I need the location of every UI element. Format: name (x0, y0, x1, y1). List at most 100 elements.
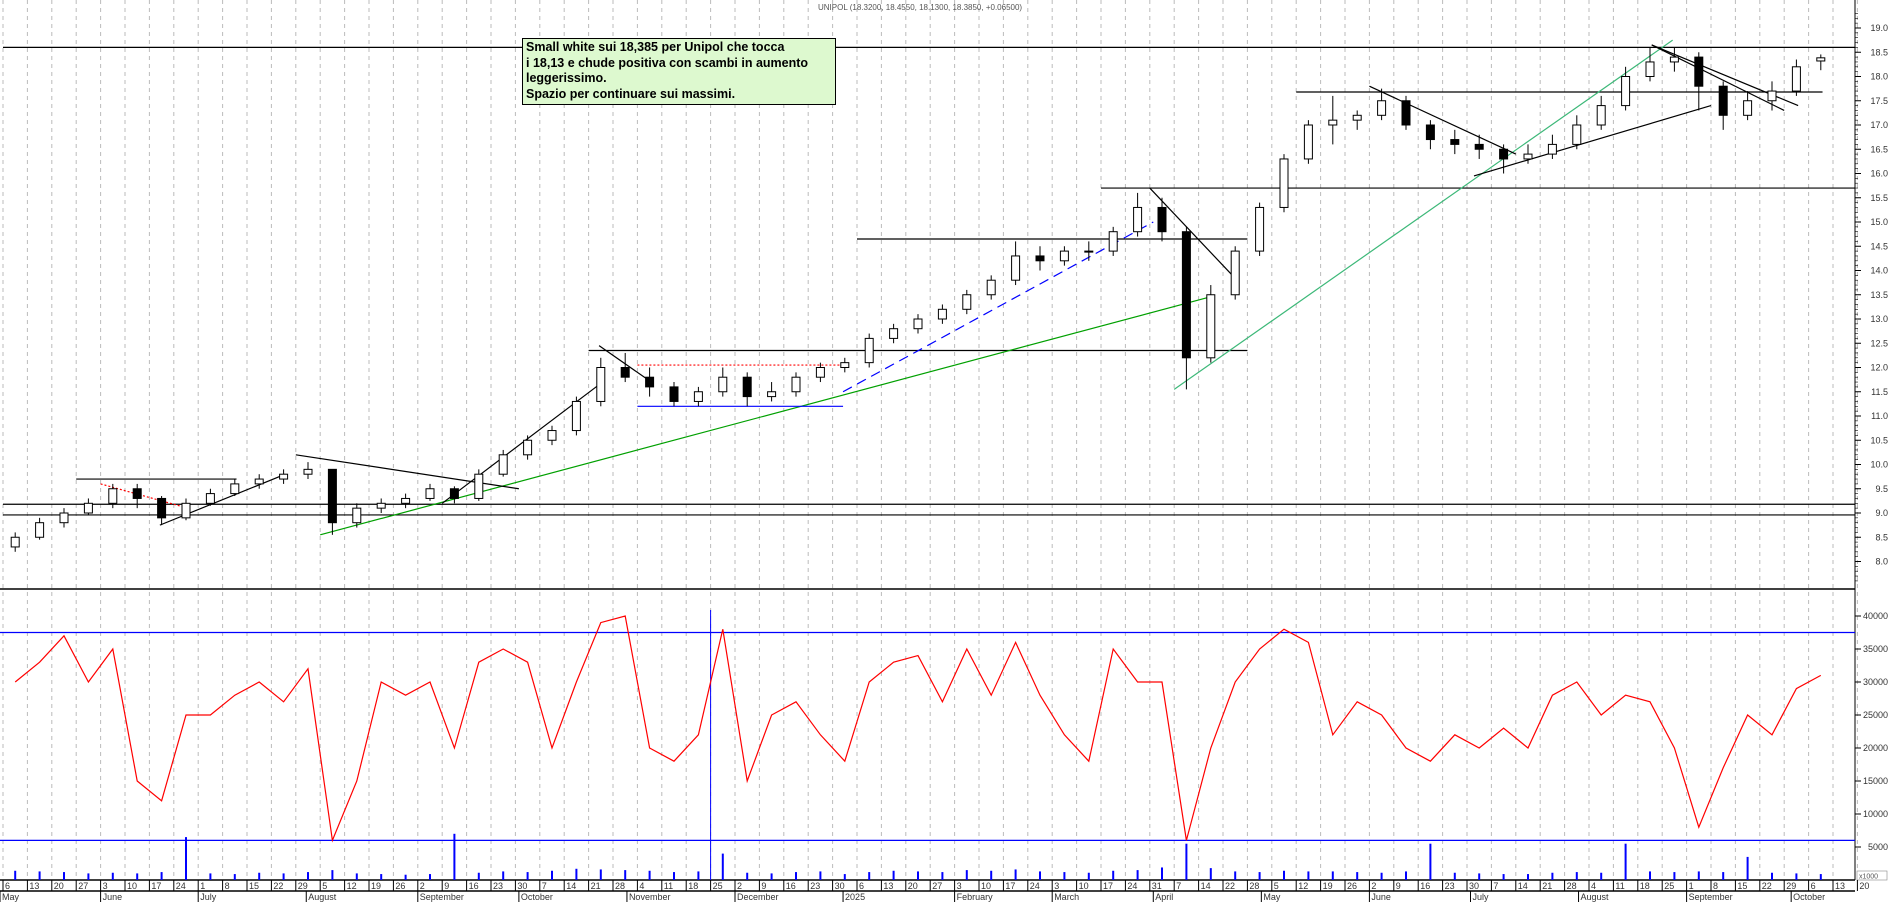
date-tick-label: 27 (78, 881, 88, 891)
candle-down (1450, 139, 1460, 145)
date-tick-label: 28 (1249, 881, 1259, 891)
candle-up (205, 493, 215, 504)
candle-up (1206, 294, 1216, 359)
date-tick-label: 15 (249, 881, 259, 891)
lower-tick-label: 25000 (1863, 710, 1888, 720)
price-tick-label: 8.0 (1875, 557, 1888, 567)
lower-tick-label: 40000 (1863, 611, 1888, 621)
date-tick-label: 23 (493, 881, 503, 891)
lower-tick-label: 35000 (1863, 644, 1888, 654)
date-tick-label: 12 (347, 881, 357, 891)
candle-up (718, 376, 728, 393)
price-tick-label: 15.0 (1870, 217, 1888, 227)
date-tick-label: 22 (1762, 881, 1772, 891)
candle-up (962, 294, 972, 310)
lower-tick-label: 15000 (1863, 776, 1888, 786)
date-tick-label: 13 (29, 881, 39, 891)
candle-up (498, 454, 508, 475)
date-tick-label: 12 (1298, 881, 1308, 891)
candle-down (1694, 56, 1704, 87)
date-tick-label: 29 (298, 881, 308, 891)
candle-up (1108, 231, 1118, 252)
price-tick-label: 17.5 (1870, 96, 1888, 106)
candle-up (840, 362, 850, 368)
date-tick-label: 17 (1005, 881, 1015, 891)
date-tick-label: 22 (1225, 881, 1235, 891)
price-tick-label: 10.0 (1870, 460, 1888, 470)
oscillator-line (14, 615, 1822, 843)
month-label: February (957, 892, 994, 902)
date-tick-label: 16 (786, 881, 796, 891)
date-tick-label: 25 (1664, 881, 1674, 891)
unit-label: x1000 (1859, 874, 1878, 881)
date-tick-label: 27 (932, 881, 942, 891)
candle-up (474, 473, 484, 499)
candle-up (767, 391, 777, 398)
candle-up (1011, 255, 1021, 281)
date-tick-label: 4 (1591, 881, 1596, 891)
date-tick-label: 24 (1127, 881, 1137, 891)
date-tick-label: 6 (5, 881, 10, 891)
date-tick-label: 23 (810, 881, 820, 891)
month-label: October (1793, 892, 1825, 902)
date-tick-label: 20 (1859, 881, 1869, 891)
trend-line (1473, 105, 1712, 177)
price-tick-label: 10.5 (1870, 435, 1888, 445)
candle-up (1596, 105, 1606, 126)
date-tick-label: 9 (761, 881, 766, 891)
date-tick-label: 7 (1176, 881, 1181, 891)
price-tick-label: 16.0 (1870, 169, 1888, 179)
date-tick-label: 11 (664, 881, 673, 891)
date-tick-label: 3 (957, 881, 962, 891)
month-label: August (1581, 892, 1610, 902)
candle-up (1328, 119, 1338, 126)
trend-line (159, 473, 286, 526)
trend-line (1651, 44, 1785, 111)
candle-up (303, 468, 313, 475)
date-tick-label: 21 (591, 881, 601, 891)
annotation-line: i 18,13 e chude positiva con scambi in a… (526, 55, 809, 70)
candle-up (791, 376, 801, 393)
date-tick-label: 1 (1689, 881, 1694, 891)
candle-down (1181, 231, 1191, 359)
candle-up (937, 308, 947, 320)
price-tick-label: 14.0 (1870, 266, 1888, 276)
date-tick-label: 30 (835, 881, 845, 891)
candle-up (230, 483, 240, 495)
trend-line (1149, 187, 1238, 281)
candle-up (1523, 153, 1533, 160)
date-tick-label: 14 (566, 881, 576, 891)
date-tick-label: 13 (883, 881, 893, 891)
date-tick-label: 14 (1201, 881, 1211, 891)
date-tick-label: 2 (420, 881, 425, 891)
date-tick-label: 6 (1811, 881, 1816, 891)
price-tick-label: 18.5 (1870, 47, 1888, 57)
date-tick-label: 1 (200, 881, 205, 891)
date-tick-label: 19 (1323, 881, 1333, 891)
date-tick-label: 20 (54, 881, 64, 891)
price-tick-label: 13.0 (1870, 314, 1888, 324)
price-tick-label: 13.5 (1870, 290, 1888, 300)
candle-down (1474, 143, 1484, 150)
candle-up (1645, 61, 1655, 78)
candle-up (425, 488, 435, 499)
lower-tick-label: 10000 (1863, 809, 1888, 819)
date-tick-label: 26 (1347, 881, 1357, 891)
candle-up (401, 497, 411, 504)
date-tick-label: 13 (1835, 881, 1845, 891)
date-tick-label: 7 (1493, 881, 1498, 891)
candle-up (523, 439, 533, 456)
price-tick-label: 15.5 (1870, 193, 1888, 203)
date-tick-label: 11 (1615, 881, 1624, 891)
candle-up (864, 337, 874, 364)
candle-up (10, 536, 20, 548)
date-tick-label: 21 (1542, 881, 1552, 891)
candle-up (108, 488, 118, 504)
annotation-line: Spazio per continuare sui massimi. (526, 86, 736, 101)
month-label: May (1263, 892, 1281, 902)
candle-up (35, 522, 45, 538)
candle-down (327, 468, 337, 524)
price-tick-label: 11.0 (1871, 411, 1888, 421)
candle-down (1425, 124, 1435, 141)
candle-up (181, 502, 191, 519)
